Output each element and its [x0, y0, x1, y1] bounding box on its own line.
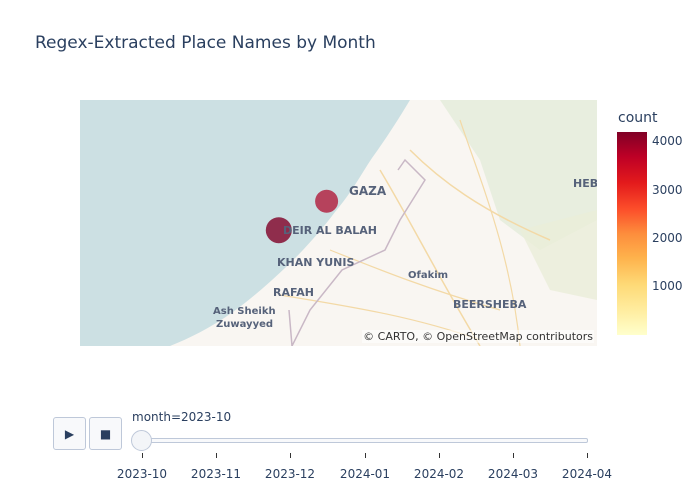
- colorbar-tick-2000: 2000: [652, 231, 683, 245]
- slider-tick: [587, 453, 588, 458]
- colorbar-tick-4000: 4000: [652, 134, 683, 148]
- colorbar: count 1000 2000 3000 4000: [612, 110, 692, 340]
- slider-step-2023-12[interactable]: 2023-12: [264, 467, 316, 481]
- slider-step-2024-01[interactable]: 2024-01: [339, 467, 391, 481]
- stop-icon: ■: [99, 426, 112, 441]
- terrain-patch: [440, 100, 597, 250]
- place-label-ash-sheikh: Ash Sheikh: [213, 306, 276, 317]
- slider-step-2023-11[interactable]: 2023-11: [190, 467, 242, 481]
- slider-tick: [365, 453, 366, 458]
- place-label-beersheba: BEERSHEBA: [453, 298, 527, 311]
- slider-tick: [290, 453, 291, 458]
- slider-tick: [142, 453, 143, 458]
- map-marker-deir-al-balah[interactable]: [265, 217, 292, 244]
- colorbar-tick-3000: 3000: [652, 183, 683, 197]
- chart-title: Regex-Extracted Place Names by Month: [35, 33, 376, 53]
- place-label-deir-al-balah: DEIR AL BALAH: [283, 224, 378, 237]
- terrain-patch: [520, 210, 597, 300]
- slider-tick: [513, 453, 514, 458]
- place-label-rafah: RAFAH: [273, 286, 314, 299]
- month-slider-rail[interactable]: [142, 438, 588, 443]
- play-button[interactable]: ▶: [53, 417, 86, 450]
- slider-step-2023-10[interactable]: 2023-10: [116, 467, 168, 481]
- map-tiles: [80, 100, 597, 346]
- slider-step-2024-02[interactable]: 2024-02: [413, 467, 465, 481]
- map-view[interactable]: GAZA DEIR AL BALAH KHAN YUNIS RAFAH Ash …: [80, 100, 597, 346]
- place-label-khan-yunis: KHAN YUNIS: [277, 256, 355, 269]
- play-icon: ▶: [64, 426, 75, 441]
- slider-tick: [439, 453, 440, 458]
- slider-tick: [216, 453, 217, 458]
- place-label-gaza: GAZA: [349, 184, 387, 198]
- map-attribution[interactable]: © CARTO, © OpenStreetMap contributors: [362, 330, 594, 343]
- colorbar-tick-1000: 1000: [652, 279, 683, 293]
- slider-current-value: month=2023-10: [132, 410, 232, 424]
- colorbar-ramp: [617, 132, 647, 335]
- stop-button[interactable]: ■: [89, 417, 122, 450]
- map-marker-gaza[interactable]: [315, 189, 339, 213]
- place-label-ofakim: Ofakim: [408, 270, 449, 281]
- place-label-zuwayyed: Zuwayyed: [216, 319, 274, 330]
- slider-step-2024-03[interactable]: 2024-03: [487, 467, 539, 481]
- month-slider-handle[interactable]: [131, 430, 152, 451]
- colorbar-title: count: [618, 110, 658, 126]
- animation-controls: ▶ ■ month=2023-10 2023-10 2023-11 2023-1…: [0, 400, 700, 500]
- slider-step-2024-04[interactable]: 2024-04: [561, 467, 613, 481]
- sea-area: [80, 100, 410, 346]
- place-label-heb: HEB: [573, 177, 597, 190]
- marker-layer: [265, 189, 339, 244]
